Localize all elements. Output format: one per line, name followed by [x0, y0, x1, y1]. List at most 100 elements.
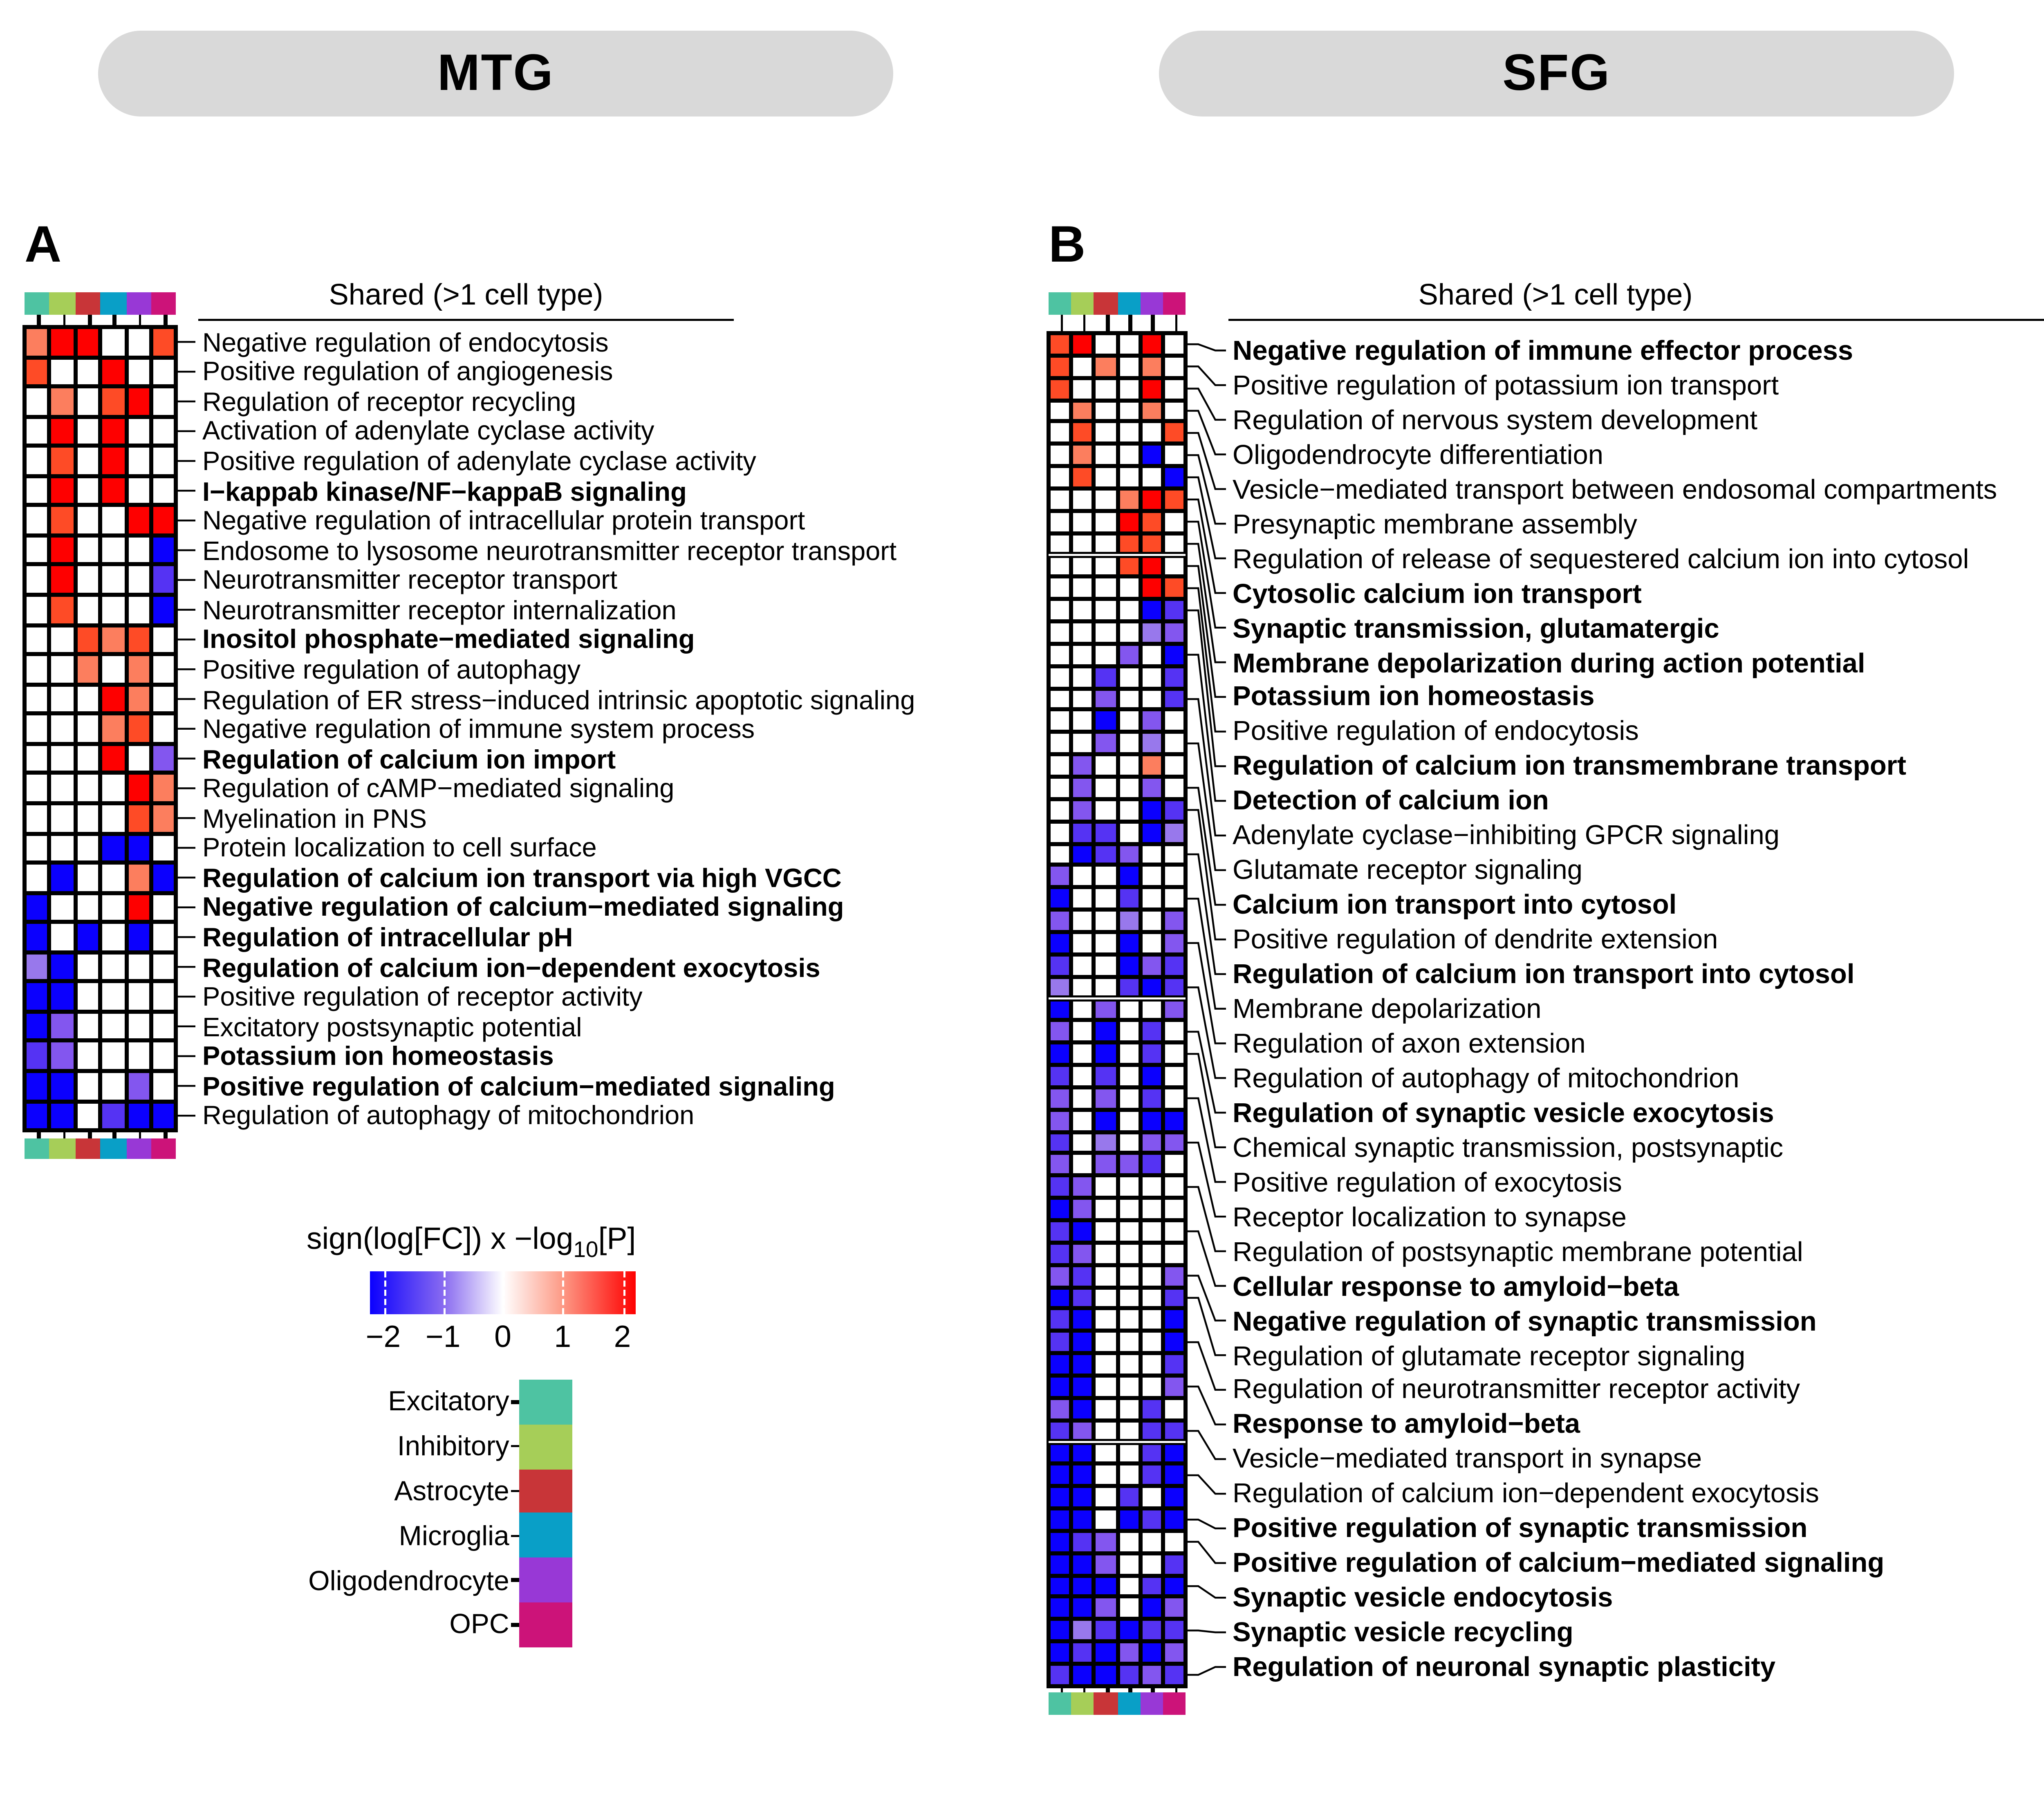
heatmap-cell-B-r36-c5 [1140, 1109, 1163, 1132]
heatmap-cell-A-r25-c6 [151, 1041, 177, 1071]
heatmap-cell-A-r23-c3 [75, 981, 101, 1012]
pathway-label-A-19: Regulation of calcium ion transport via … [202, 862, 842, 893]
heatmap-cell-B-r48-c4 [1117, 1375, 1140, 1398]
heatmap-cell-B-r40-c4 [1117, 1198, 1140, 1220]
heatmap-cell-B-r15-c1 [1049, 643, 1071, 666]
heatmap-cell-A-r21-c1 [25, 922, 50, 952]
pathway-label-B-36: Positive regulation of calcium−mediated … [1233, 1548, 1885, 1579]
heatmap-cell-A-r24-c3 [75, 1011, 101, 1042]
heatmap-cell-B-r20-c4 [1117, 754, 1140, 777]
heatmap-cell-B-r21-c5 [1140, 777, 1163, 799]
heatmap-cell-A-r13-c4 [100, 684, 126, 714]
heatmap-cell-B-r29-c3 [1094, 954, 1117, 977]
panel-header-A: Shared (>1 cell type) [329, 280, 603, 313]
pathway-label-B-6: Presynaptic membrane assembly [1233, 508, 1637, 539]
cell-type-tick [511, 1534, 520, 1537]
heatmap-cell-A-r12-c5 [126, 654, 151, 684]
heatmap-cell-A-r11-c4 [100, 624, 126, 654]
heatmap-cell-A-r22-c5 [126, 952, 151, 982]
heatmap-cell-A-r11-c1 [25, 624, 50, 654]
heatmap-cell-A-r26-c6 [151, 1071, 177, 1101]
heatmap-cell-B-r50-c5 [1140, 1420, 1163, 1442]
heatmap-cell-B-r7-c3 [1094, 466, 1117, 488]
heatmap-cell-B-r51-c2 [1071, 1442, 1094, 1464]
pathway-label-B-35: Positive regulation of synaptic transmis… [1233, 1513, 1808, 1544]
heatmap-cell-B-r23-c5 [1140, 821, 1163, 843]
heatmap-cell-B-r27-c1 [1049, 910, 1071, 932]
heatmap-cell-B-r48-c2 [1071, 1375, 1094, 1398]
heatmap-cell-B-r55-c5 [1140, 1530, 1163, 1553]
heatmap-cell-B-r22-c6 [1163, 799, 1186, 821]
pathway-label-B-32: Response to amyloid−beta [1233, 1409, 1580, 1440]
cell-type-tick [511, 1623, 520, 1626]
heatmap-cell-B-r12-c6 [1163, 577, 1186, 599]
celltype-strip-top-B-inhibitory [1071, 292, 1094, 314]
heatmap-cell-A-r8-c3 [75, 535, 101, 565]
heatmap-cell-B-r49-c5 [1140, 1397, 1163, 1420]
color-scale-bar-tick [503, 1271, 505, 1314]
celltype-strip-bottom-B-microglia [1117, 1693, 1140, 1715]
celltype-strip-top-A-opc [151, 292, 177, 314]
heatmap-cell-B-r15-c4 [1117, 643, 1140, 666]
pathway-label-B-22: Regulation of autophagy of mitochondrion [1233, 1062, 1739, 1093]
heatmap-cell-B-r46-c3 [1094, 1331, 1117, 1353]
celltype-strip-bottom-B-excitatory [1049, 1693, 1071, 1715]
heatmap-cell-B-r30-c1 [1049, 976, 1071, 999]
heatmap-cell-A-r2-c1 [25, 356, 50, 387]
pathway-label-B-10: Membrane depolarization during action po… [1233, 647, 1865, 678]
heatmap-cell-B-r17-c4 [1117, 688, 1140, 710]
heatmap-cell-B-r8-c4 [1117, 488, 1140, 511]
heatmap-cell-A-r14-c5 [126, 714, 151, 744]
heatmap-cell-A-r4-c1 [25, 416, 50, 446]
celltype-strip-top-B-astrocyte [1094, 292, 1117, 314]
heatmap-cell-B-r24-c2 [1071, 843, 1094, 865]
heatmap-cell-A-r21-c2 [49, 922, 75, 952]
heatmap-cell-B-r37-c2 [1071, 1131, 1094, 1154]
cell-type-swatch [519, 1513, 572, 1558]
heatmap-cell-A-r4-c4 [100, 416, 126, 446]
heatmap-cell-B-r31-c1 [1049, 998, 1071, 1021]
heatmap-cell-B-r33-c1 [1049, 1042, 1071, 1065]
heatmap-cell-B-r3-c1 [1049, 377, 1071, 400]
heatmap-cell-B-r4-c6 [1163, 399, 1186, 422]
heatmap-cell-A-r12-c6 [151, 654, 177, 684]
heatmap-cell-B-r53-c2 [1071, 1486, 1094, 1509]
heatmap-cell-B-r60-c3 [1094, 1641, 1117, 1664]
heatmap-cell-A-r2-c2 [49, 356, 75, 387]
heatmap-cell-B-r17-c5 [1140, 688, 1163, 710]
pathway-label-A-17: Myelination in PNS [202, 802, 427, 834]
heatmap-cell-B-r42-c6 [1163, 1242, 1186, 1265]
heatmap-cell-A-r13-c2 [49, 684, 75, 714]
heatmap-cell-B-r46-c5 [1140, 1331, 1163, 1353]
heatmap-cell-B-r27-c5 [1140, 910, 1163, 932]
heatmap-cell-A-r25-c5 [126, 1041, 151, 1071]
heatmap-cell-B-r53-c5 [1140, 1486, 1163, 1509]
heatmap-cell-A-r11-c2 [49, 624, 75, 654]
heatmap-cell-A-r2-c5 [126, 356, 151, 387]
heatmap-cell-B-r1-c2 [1071, 333, 1094, 356]
heatmap-cell-A-r20-c2 [49, 892, 75, 922]
heatmap-cell-B-r45-c3 [1094, 1309, 1117, 1331]
heatmap-cell-B-r8-c1 [1049, 488, 1071, 511]
heatmap-cell-B-r58-c5 [1140, 1597, 1163, 1620]
heatmap-cell-B-r37-c3 [1094, 1131, 1117, 1154]
heatmap-cell-A-r3-c3 [75, 386, 101, 417]
heatmap-cell-B-r31-c6 [1163, 998, 1186, 1021]
heatmap-cell-B-r26-c3 [1094, 887, 1117, 910]
heatmap-cell-A-r7-c5 [126, 505, 151, 536]
heatmap-cell-B-r55-c1 [1049, 1530, 1071, 1553]
heatmap-cell-B-r54-c3 [1094, 1508, 1117, 1531]
heatmap-cell-A-r25-c3 [75, 1041, 101, 1071]
heatmap-cell-B-r43-c6 [1163, 1264, 1186, 1287]
cell-type-legend-row-opc: OPC [123, 1602, 572, 1647]
heatmap-cell-B-r19-c6 [1163, 732, 1186, 755]
heatmap-cell-A-r9-c4 [100, 565, 126, 595]
heatmap-cell-B-r29-c2 [1071, 954, 1094, 977]
heatmap-cell-A-r5-c5 [126, 446, 151, 476]
heatmap-cell-B-r34-c2 [1071, 1065, 1094, 1087]
heatmap-cell-B-r39-c3 [1094, 1176, 1117, 1198]
pathway-label-B-34: Regulation of calcium ion−dependent exoc… [1233, 1478, 1819, 1509]
pathway-label-B-26: Receptor localization to synapse [1233, 1201, 1627, 1232]
pathway-label-B-5: Vesicle−mediated transport between endos… [1233, 473, 1997, 504]
heatmap-cell-B-r51-c5 [1140, 1442, 1163, 1464]
